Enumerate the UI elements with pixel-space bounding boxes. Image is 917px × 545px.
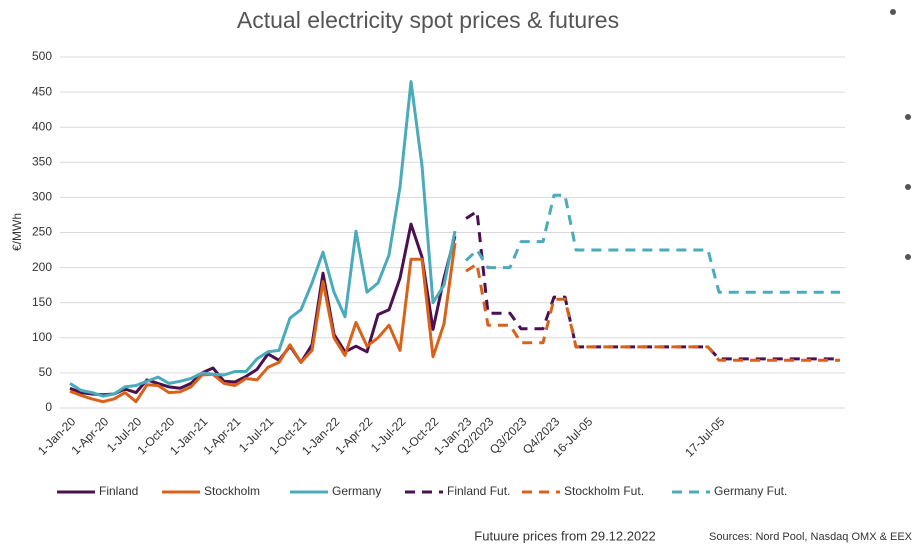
legend-label: Stockholm Fut. <box>564 484 644 498</box>
bullet <box>890 9 896 15</box>
legend-label: Finland <box>99 484 138 498</box>
y-tick-label: 450 <box>32 84 52 98</box>
x-tick-label: 1-Apr-20 <box>68 414 111 457</box>
series-line <box>465 262 840 362</box>
bullet <box>905 114 911 120</box>
x-tick-label: 1-Apr-22 <box>332 414 375 457</box>
y-tick-label: 50 <box>39 365 53 379</box>
y-tick-label: 0 <box>45 400 52 414</box>
source: Sources: Nord Pool, Nasdaq OMX & EEX <box>709 531 913 543</box>
y-tick-label: 300 <box>32 190 52 204</box>
bullet <box>905 184 911 190</box>
series-line <box>69 80 457 398</box>
legend-label: Germany <box>332 484 381 498</box>
y-axis-label: €/MWh <box>10 213 24 251</box>
y-tick-label: 150 <box>32 295 52 309</box>
y-tick-label: 350 <box>32 154 52 168</box>
y-tick-label: 500 <box>32 49 52 63</box>
series-line <box>464 193 840 294</box>
y-tick-label: 400 <box>32 119 52 133</box>
note: Futuure prices from 29.12.2022 <box>474 528 655 543</box>
legend-label: Germany Fut. <box>714 484 787 498</box>
series-line <box>69 242 457 404</box>
y-tick-label: 200 <box>32 260 52 274</box>
chart-title: Actual electricity spot prices & futures <box>237 7 619 33</box>
x-tick-label: 17-Jul-05 <box>682 414 728 460</box>
legend-label: Finland Fut. <box>447 484 510 498</box>
series-line <box>69 222 457 397</box>
x-tick-label: 1-Apr-21 <box>200 414 243 457</box>
y-tick-label: 250 <box>32 225 52 239</box>
bullet <box>905 254 911 260</box>
y-tick-label: 100 <box>32 330 52 344</box>
legend-label: Stockholm <box>204 484 260 498</box>
series-line <box>465 209 840 361</box>
